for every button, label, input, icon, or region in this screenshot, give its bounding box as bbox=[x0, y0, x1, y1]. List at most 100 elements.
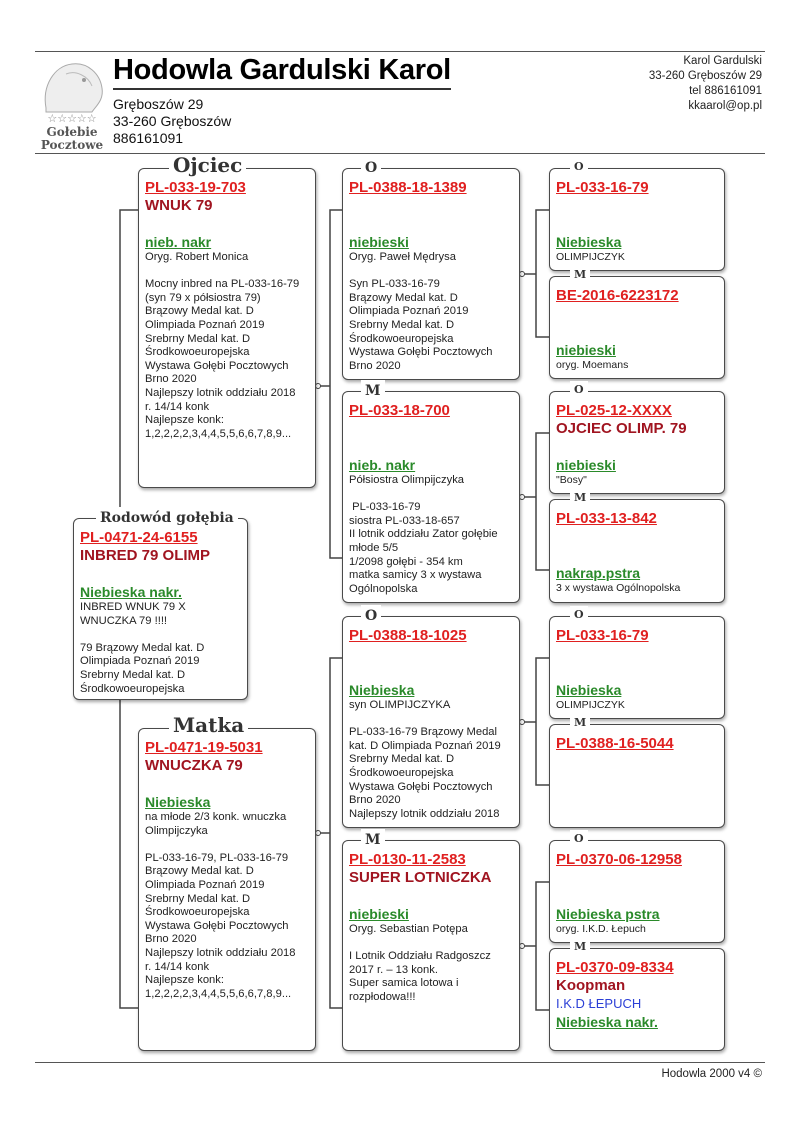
note-line: młode 5/5 bbox=[349, 541, 399, 554]
note-line bbox=[349, 713, 513, 727]
color-link[interactable]: niebieski bbox=[556, 457, 616, 473]
breeder-info: I.K.D ŁEPUCH bbox=[556, 996, 642, 1011]
color-link[interactable]: Niebieska nakr. bbox=[80, 584, 182, 600]
note-line bbox=[349, 488, 513, 502]
note-line: matka samicy 3 x wystawa bbox=[349, 569, 482, 582]
color-link[interactable]: Niebieska bbox=[556, 234, 622, 250]
note-line: I Lotnik Oddziału Radgoszcz bbox=[349, 950, 491, 963]
note-line: PL-033-16-79 bbox=[349, 501, 421, 514]
pigeon-card-mf[interactable]: O PL-0388-18-1025 Niebieska syn OLIMPIJCZYK… bbox=[342, 605, 520, 828]
pigeon-name bbox=[556, 197, 718, 215]
pigeon-notes: OLIMPIJCZYK bbox=[556, 251, 718, 265]
pigeon-name: WNUK 79 bbox=[145, 197, 213, 214]
pigeon-notes: oryg. Moemans bbox=[556, 359, 718, 373]
color-link[interactable]: Niebieska bbox=[349, 682, 415, 698]
note-line: na młode 2/3 konk. wnuczka bbox=[145, 811, 287, 823]
connector-line bbox=[329, 657, 342, 1009]
pigeon-card-fff[interactable]: O PL-033-16-79 Niebieska OLIMPIJCZYK bbox=[549, 158, 725, 271]
header-rule bbox=[35, 153, 765, 154]
color-link[interactable]: Niebieska bbox=[556, 682, 622, 698]
pigeon-card-mmm[interactable]: M PL-0370-09-8334 Koopman I.K.D ŁEPUCH Niebi… bbox=[549, 938, 725, 1051]
ring-number-link[interactable]: PL-0370-09-8334 bbox=[556, 959, 674, 976]
ring-number-link[interactable]: PL-025-12-XXXX bbox=[556, 402, 672, 419]
address-phone: 886161091 bbox=[113, 130, 184, 146]
svg-text:☆☆☆☆☆: ☆☆☆☆☆ bbox=[47, 113, 96, 125]
pigeon-card-fmm[interactable]: M PL-033-13-842 nakrap.pstra 3 x wystawa Og… bbox=[549, 489, 725, 603]
pigeon-card-m[interactable]: Matka PL-0471-19-5031 WNUCZKA 79 Niebieska n… bbox=[138, 714, 316, 1051]
card-legend: M bbox=[570, 489, 591, 507]
color-link[interactable]: niebieski bbox=[556, 342, 616, 358]
ring-number-link[interactable]: PL-0388-18-1389 bbox=[349, 179, 467, 196]
note-line: Oryg. Sebastian Potępa bbox=[349, 923, 468, 935]
ring-number-link[interactable]: PL-0471-19-5031 bbox=[145, 739, 263, 756]
pigeon-card-f[interactable]: Ojciec PL-033-19-703 WNUK 79 nieb. nakr Oryg… bbox=[138, 154, 316, 488]
note-line: Środkowoeuropejska bbox=[349, 766, 454, 779]
ring-number-link[interactable]: PL-0130-11-2583 bbox=[349, 851, 466, 868]
ring-number-link[interactable]: PL-0388-16-5044 bbox=[556, 735, 674, 752]
pigeon-name bbox=[556, 645, 718, 663]
ring-number-link[interactable]: PL-033-18-700 bbox=[349, 402, 450, 419]
pigeon-name bbox=[556, 869, 718, 887]
pigeon-card-ffm[interactable]: M BE-2016-6223172 niebieski oryg. Moemans bbox=[549, 266, 725, 379]
note-line: Brno 2020 bbox=[145, 373, 197, 386]
note-line: Wystawa Gołębi Pocztowych bbox=[349, 346, 493, 359]
note-line: Srebrny Medal kat. D bbox=[349, 753, 455, 766]
pigeon-notes: syn OLIMPIJCZYKA PL-033-16-79 Brązowy Med… bbox=[349, 699, 513, 821]
color-link[interactable]: nieb. nakr bbox=[145, 234, 212, 250]
ring-number-link[interactable]: BE-2016-6223172 bbox=[556, 287, 679, 304]
note-line: Środkowoeuropejska bbox=[80, 682, 185, 695]
card-legend: O bbox=[570, 830, 588, 848]
card-legend: O bbox=[361, 157, 382, 179]
note-line: Wystawa Gołębi Pocztowych bbox=[145, 359, 289, 372]
note-line: syn OLIMPIJCZYKA bbox=[349, 699, 451, 711]
breeder-info bbox=[556, 663, 718, 681]
pigeon-card-mfm[interactable]: M PL-0388-16-5044 bbox=[549, 714, 725, 828]
color-link[interactable]: nieb. nakr bbox=[349, 457, 416, 473]
note-line: Ogólnopolska bbox=[349, 582, 418, 595]
note-line: oryg. Moemans bbox=[556, 359, 629, 371]
note-line: PL-033-16-79, PL-033-16-79 bbox=[145, 851, 289, 864]
breeder-info bbox=[556, 438, 718, 456]
ring-number-link[interactable]: PL-033-16-79 bbox=[556, 627, 649, 644]
note-line: oryg. I.K.D. Łepuch bbox=[556, 923, 646, 935]
color-link[interactable]: niebieski bbox=[349, 234, 409, 250]
note-line: Brązowy Medal kat. D bbox=[349, 291, 458, 304]
note-line: Olimpiada Poznań 2019 bbox=[349, 305, 469, 318]
pigeon-card-fmf[interactable]: O PL-025-12-XXXX OJCIEC OLIMP. 79 niebieski… bbox=[549, 381, 725, 494]
note-line: Olimpijczyka bbox=[145, 824, 208, 837]
pigeon-card-main[interactable]: Rodowód gołębia PL-0471-24-6155 INBRED 79 … bbox=[73, 507, 248, 700]
color-link[interactable]: niebieski bbox=[349, 906, 409, 922]
pigeon-card-ff[interactable]: O PL-0388-18-1389 niebieski Oryg. Paweł Męd… bbox=[342, 157, 520, 380]
color-link[interactable]: Niebieska pstra bbox=[556, 906, 660, 922]
pigeon-card-mmf[interactable]: O PL-0370-06-12958 Niebieska pstra oryg. I.… bbox=[549, 830, 725, 943]
pigeon-card-mm[interactable]: M PL-0130-11-2583 SUPER LOTNICZKA niebieski… bbox=[342, 829, 520, 1051]
breeder-info bbox=[556, 215, 718, 233]
ring-number-link[interactable]: PL-0388-18-1025 bbox=[349, 627, 467, 644]
card-legend: O bbox=[570, 158, 588, 176]
note-line: WNUCZKA 79 !!!! bbox=[80, 614, 168, 627]
card-legend: Rodowód gołębia bbox=[96, 507, 238, 529]
pigeon-notes: "Bosy" bbox=[556, 474, 718, 488]
ring-number-link[interactable]: PL-0370-06-12958 bbox=[556, 851, 682, 868]
note-line: 79 Brązowy Medal kat. D bbox=[80, 641, 205, 654]
ring-number-link[interactable]: PL-033-16-79 bbox=[556, 179, 649, 196]
ring-number-link[interactable]: PL-0471-24-6155 bbox=[80, 529, 198, 546]
breeder-info bbox=[556, 546, 718, 564]
note-line: Półsiostra Olimpijczyka bbox=[349, 474, 465, 486]
pigeon-card-fm[interactable]: M PL-033-18-700 nieb. nakr Półsiostra Olimp… bbox=[342, 380, 520, 603]
connector-node bbox=[519, 494, 525, 500]
color-link[interactable]: nakrap.pstra bbox=[556, 565, 641, 581]
color-link[interactable]: Niebieska nakr. bbox=[556, 1014, 658, 1030]
ring-number-link[interactable]: PL-033-13-842 bbox=[556, 510, 657, 527]
footer-credit: Hodowla 2000 v4 © bbox=[661, 1068, 762, 1080]
note-line: Super samica lotowa i bbox=[349, 977, 459, 990]
ring-number-link[interactable]: PL-033-19-703 bbox=[145, 179, 246, 196]
pigeon-notes: Półsiostra Olimpijczyka PL-033-16-79 sios… bbox=[349, 474, 513, 596]
pigeon-card-mff[interactable]: O PL-033-16-79 Niebieska OLIMPIJCZYK bbox=[549, 606, 725, 719]
pigeon-notes: 3 x wystawa Ogólnopolska bbox=[556, 582, 718, 596]
connector-line bbox=[535, 209, 549, 338]
note-line: Mocny inbred na PL-033-16-79 bbox=[145, 278, 300, 291]
note-line: II lotnik oddziału Zator gołębie bbox=[349, 528, 498, 541]
color-link[interactable]: Niebieska bbox=[145, 794, 211, 810]
pigeon-notes: OLIMPIJCZYK bbox=[556, 699, 718, 713]
